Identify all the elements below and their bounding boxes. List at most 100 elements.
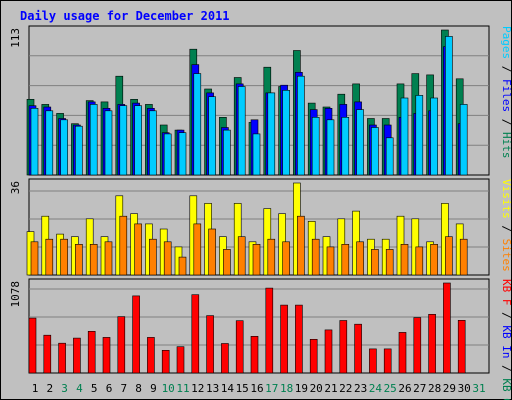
- bar-kb-f-day-22: [339, 320, 348, 374]
- bar-sites-day-17: [267, 238, 276, 276]
- bar-pages-day-30: [459, 104, 468, 176]
- x-tick-label: 13: [206, 382, 219, 395]
- kbytes_panel: 1078 KB F / KB In / KB Out: [9, 278, 512, 400]
- x-tick-label: 22: [339, 382, 352, 395]
- bar-kb-f-day-15: [235, 320, 244, 374]
- bar-pages-day-17: [267, 92, 276, 176]
- bar-pages-day-11: [178, 132, 187, 176]
- x-tick-label: 28: [428, 382, 441, 395]
- y-max-label: 113: [9, 28, 22, 48]
- x-tick-label: 27: [413, 382, 426, 395]
- bar-pages-day-24: [371, 127, 379, 176]
- bar-sites-day-8: [134, 223, 142, 276]
- x-tick-label: 18: [280, 382, 293, 395]
- bar-kb-f-day-28: [428, 313, 436, 374]
- bar-kb-f-day-8: [132, 295, 140, 374]
- bar-kb-f-day-29: [443, 282, 451, 374]
- x-tick-label: 30: [458, 382, 471, 395]
- bar-kb-f-day-13: [206, 315, 214, 374]
- bar-kb-f-day-20: [309, 338, 318, 374]
- bar-pages-day-22: [341, 117, 350, 176]
- bar-pages-day-29: [445, 36, 453, 176]
- bar-pages-day-4: [75, 125, 83, 176]
- bar-sites-day-10: [163, 241, 172, 276]
- bar-kb-f-day-7: [117, 316, 126, 374]
- bar-kb-f-day-21: [324, 329, 333, 374]
- bar-pages-day-12: [193, 73, 202, 176]
- bar-pages-day-20: [311, 117, 320, 176]
- series-legend: KB F / KB In / KB Out: [500, 279, 512, 400]
- bar-pages-day-5: [89, 104, 98, 176]
- bar-sites-day-1: [30, 241, 39, 276]
- x-tick-label: 2: [46, 382, 53, 395]
- bar-sites-day-15: [237, 236, 246, 276]
- bar-pages-day-2: [45, 110, 54, 176]
- x-tick-label: 6: [106, 382, 113, 395]
- x-tick-label: 12: [191, 382, 204, 395]
- x-tick-label: 20: [310, 382, 323, 395]
- bar-kb-f-day-12: [191, 294, 200, 374]
- x-tick-label: 24: [369, 382, 383, 395]
- bar-sites-day-7: [119, 215, 128, 276]
- bar-sites-day-5: [89, 244, 98, 276]
- bar-sites-day-2: [45, 238, 54, 276]
- bar-sites-day-22: [341, 244, 350, 276]
- bar-kb-f-day-10: [161, 349, 170, 374]
- legend-text: /: [500, 219, 512, 239]
- x-tick-label: 19: [295, 382, 308, 395]
- bar-sites-day-11: [178, 256, 187, 276]
- bar-pages-day-7: [119, 105, 128, 176]
- x-tick-label: 25: [384, 382, 397, 395]
- legend-text: KB In: [500, 325, 512, 358]
- x-tick-label: 8: [135, 382, 142, 395]
- x-tick-label: 14: [221, 382, 235, 395]
- x-tick-label: 21: [324, 382, 337, 395]
- bar-sites-day-30: [459, 238, 468, 276]
- legend-text: /: [500, 112, 512, 132]
- x-tick-label: 4: [76, 382, 83, 395]
- bar-pages-day-8: [134, 105, 142, 176]
- bar-kb-f-day-3: [58, 342, 66, 374]
- bar-pages-day-25: [385, 137, 394, 176]
- bar-kb-f-day-19: [295, 304, 303, 374]
- bar-sites-day-19: [297, 215, 305, 276]
- bar-sites-day-28: [430, 244, 438, 276]
- bar-sites-day-4: [75, 244, 83, 276]
- bar-pages-day-28: [430, 97, 438, 176]
- bar-pages-day-6: [104, 110, 113, 176]
- bar-pages-day-14: [223, 129, 231, 176]
- x-tick-label: 11: [176, 382, 189, 395]
- bar-pages-day-3: [60, 119, 68, 176]
- bar-kb-f-day-16: [250, 335, 259, 374]
- x-tick-label: 17: [265, 382, 278, 395]
- bar-sites-day-3: [60, 238, 68, 276]
- legend-text: /: [500, 59, 512, 79]
- bar-kb-f-day-25: [383, 348, 392, 374]
- bar-pages-day-26: [400, 97, 409, 176]
- bar-kb-f-day-23: [354, 323, 362, 374]
- bar-sites-day-18: [282, 241, 290, 276]
- x-tick-label: 10: [162, 382, 175, 395]
- bar-kb-f-day-17: [265, 287, 274, 374]
- hits_panel: 113 Pages / Files / Hits: [9, 25, 512, 176]
- bar-sites-day-25: [385, 249, 394, 276]
- x-tick-label: 3: [61, 382, 68, 395]
- bar-kb-f-day-27: [413, 317, 422, 374]
- bar-pages-day-15: [237, 86, 246, 176]
- bar-sites-day-6: [104, 241, 113, 276]
- bar-pages-day-9: [149, 110, 157, 176]
- bar-kb-f-day-30: [457, 319, 466, 374]
- x-tick-label: 5: [91, 382, 98, 395]
- legend-text: /: [500, 359, 512, 379]
- bar-kb-f-day-9: [147, 337, 155, 374]
- bar-kb-f-day-26: [398, 332, 407, 374]
- bar-sites-day-24: [371, 249, 379, 276]
- x-tick-label: 29: [443, 382, 456, 395]
- bar-sites-day-23: [356, 241, 364, 276]
- bar-sites-day-27: [415, 246, 424, 276]
- legend-text: Sites: [500, 239, 512, 272]
- bar-kb-f-day-11: [176, 346, 185, 374]
- bar-kb-f-day-6: [102, 337, 111, 374]
- bar-kb-f-day-14: [221, 343, 229, 374]
